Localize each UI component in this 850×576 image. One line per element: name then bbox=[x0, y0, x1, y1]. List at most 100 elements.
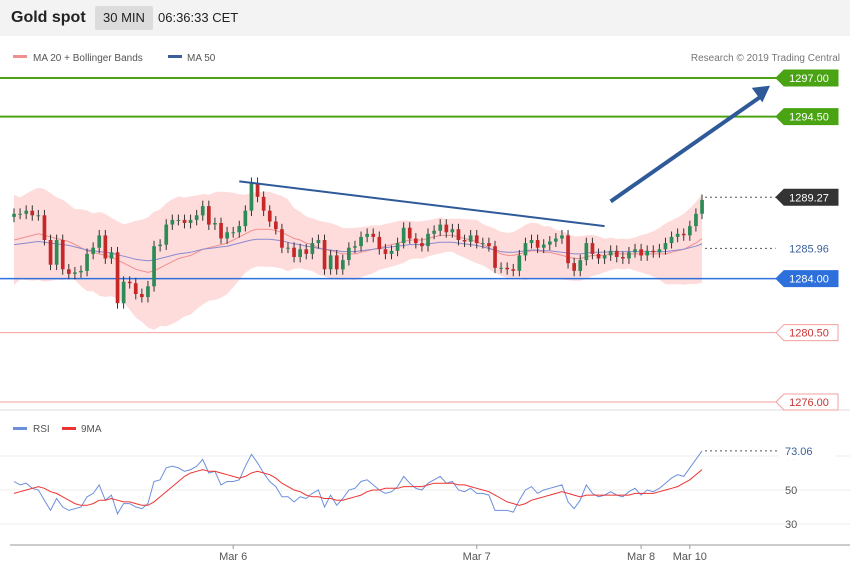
candle-body bbox=[249, 182, 254, 211]
candle-body bbox=[207, 206, 211, 225]
candle-body bbox=[420, 243, 424, 247]
ma-legend-swatch bbox=[13, 55, 27, 58]
ma-legend-label: MA 20 + Bollinger Bands bbox=[33, 53, 143, 64]
candle-body bbox=[79, 270, 83, 273]
level-label: 1280.50 bbox=[789, 328, 829, 340]
candle-body bbox=[115, 252, 120, 304]
candles bbox=[12, 177, 704, 309]
candle-body bbox=[60, 240, 65, 270]
level-tag-1284.00 bbox=[775, 270, 839, 288]
candle-body bbox=[468, 235, 473, 242]
candle-body bbox=[474, 235, 479, 244]
level-label: 1285.96 bbox=[789, 243, 829, 255]
level-tag-1289.27 bbox=[775, 188, 839, 206]
candle-body bbox=[316, 240, 321, 244]
level-label: 1276.00 bbox=[789, 397, 829, 409]
ma50-legend-label: MA 50 bbox=[187, 53, 216, 64]
rsi-panel: 30507073.06 bbox=[0, 441, 850, 531]
x-tick-label: Mar 8 bbox=[627, 551, 655, 563]
candle-body bbox=[566, 235, 570, 264]
candle-body bbox=[401, 227, 406, 244]
candle-body bbox=[200, 206, 205, 216]
candle-body bbox=[438, 224, 443, 231]
candle-body bbox=[12, 213, 16, 217]
candle-body bbox=[237, 226, 242, 233]
candle-body bbox=[133, 283, 138, 294]
candle-body bbox=[164, 224, 169, 245]
candle-body bbox=[140, 294, 144, 298]
candle-body bbox=[347, 247, 351, 260]
rsi-ma-legend-label: 9MA bbox=[81, 424, 102, 435]
candle-body bbox=[578, 260, 583, 271]
candle-body bbox=[554, 238, 558, 242]
x-tick-label: Mar 6 bbox=[219, 551, 247, 563]
level-label: 1284.00 bbox=[789, 274, 829, 286]
forecast-arrow-shaft bbox=[609, 94, 764, 204]
candle-body bbox=[614, 250, 619, 257]
candle-body bbox=[663, 243, 668, 250]
level-label: 1297.00 bbox=[789, 73, 829, 85]
candle-body bbox=[383, 249, 388, 254]
candle-body bbox=[548, 241, 552, 245]
candle-body bbox=[188, 219, 193, 223]
candle-body bbox=[18, 213, 22, 215]
candle-body bbox=[517, 255, 522, 271]
rsi-legend-swatch bbox=[13, 427, 27, 430]
candle-body bbox=[146, 286, 150, 298]
candle-body bbox=[127, 281, 132, 284]
candle-body bbox=[633, 249, 637, 253]
candle-body bbox=[121, 281, 126, 304]
rsi-ma-legend-swatch bbox=[62, 427, 76, 430]
candle-body bbox=[602, 255, 607, 259]
trendline bbox=[239, 180, 605, 228]
level-tag-1285.96 bbox=[775, 239, 839, 257]
candle-body bbox=[377, 236, 382, 250]
rsi-last-label: 73.06 bbox=[785, 446, 813, 458]
candle-body bbox=[310, 243, 315, 254]
ma50-legend-swatch bbox=[168, 55, 182, 58]
candle-body bbox=[97, 235, 102, 248]
rsi-tick-label: 50 bbox=[785, 485, 797, 497]
candle-body bbox=[432, 230, 436, 234]
candle-body bbox=[414, 238, 418, 244]
candle-body bbox=[688, 226, 692, 236]
timeframe-button[interactable]: 30 MIN bbox=[95, 6, 153, 30]
x-tick-label: Mar 7 bbox=[463, 551, 491, 563]
candle-body bbox=[225, 232, 229, 239]
candle-body bbox=[407, 227, 412, 239]
level-tag-1276.00 bbox=[775, 393, 839, 411]
candle-body bbox=[109, 252, 114, 259]
forecast-arrow-head bbox=[751, 85, 770, 103]
candle-body bbox=[182, 219, 187, 223]
level-tag-1297.00 bbox=[775, 69, 839, 87]
level-tag-1280.50 bbox=[775, 324, 839, 342]
candle-body bbox=[596, 253, 601, 259]
candle-body bbox=[219, 223, 223, 239]
rsi-last-tag bbox=[778, 441, 836, 460]
candle-body bbox=[371, 233, 376, 237]
candle-body bbox=[450, 229, 455, 233]
candle-body bbox=[334, 255, 339, 270]
candle-body bbox=[535, 240, 540, 248]
candle-body bbox=[651, 250, 656, 253]
candle-body bbox=[426, 233, 430, 247]
candle-body bbox=[675, 233, 680, 237]
candle-body bbox=[341, 260, 345, 270]
rsi-tick-label: 30 bbox=[785, 519, 797, 531]
candle-body bbox=[194, 215, 199, 220]
level-label: 1294.50 bbox=[789, 112, 829, 124]
candle-body bbox=[499, 267, 503, 269]
candle-body bbox=[541, 244, 546, 248]
candle-body bbox=[639, 249, 643, 256]
candle-body bbox=[572, 263, 576, 271]
candle-body bbox=[645, 250, 650, 256]
candle-body bbox=[493, 246, 497, 268]
instrument-title: Gold spot bbox=[11, 9, 86, 26]
candle-body bbox=[261, 196, 266, 211]
bollinger-band-fill bbox=[14, 187, 702, 330]
candle-body bbox=[359, 236, 363, 247]
candle-body bbox=[170, 219, 175, 225]
candle-body bbox=[584, 243, 589, 261]
candle-body bbox=[158, 244, 162, 247]
